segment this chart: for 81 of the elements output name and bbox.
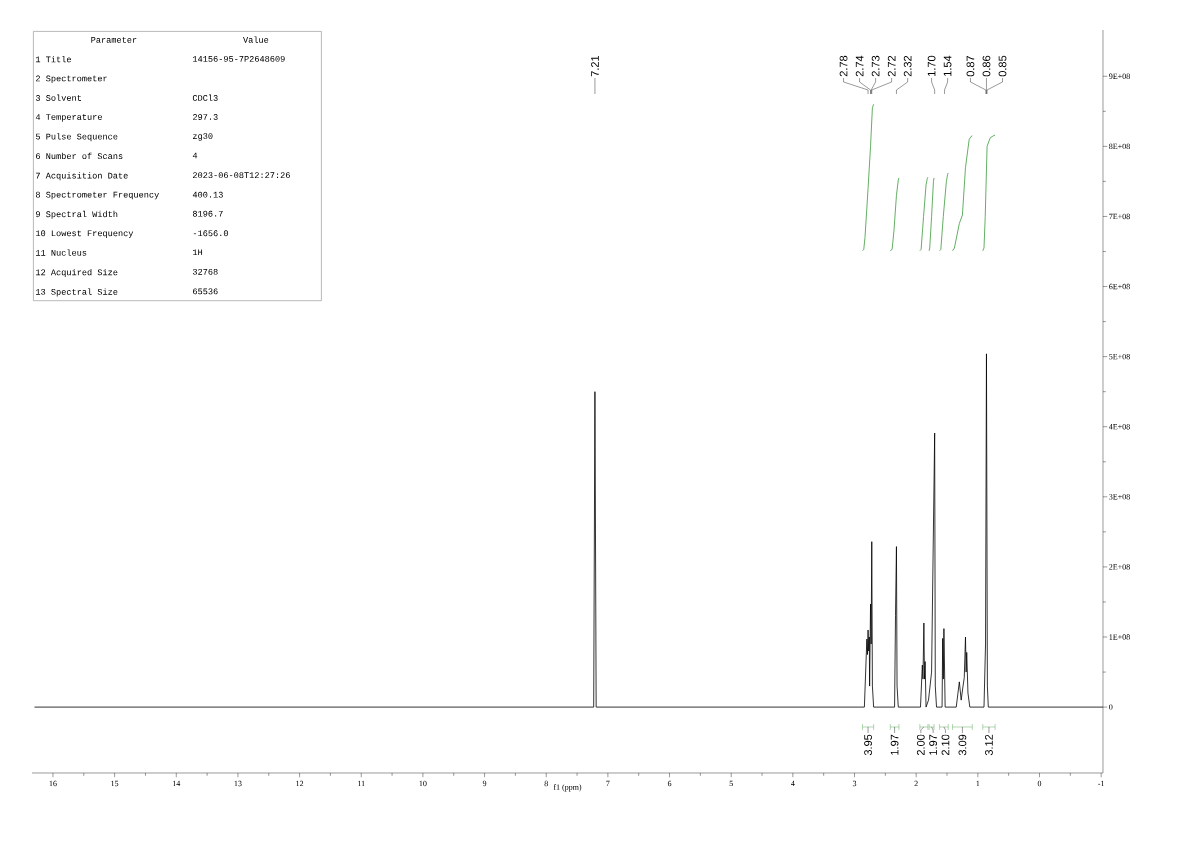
- annotation: 13 Spectral Size: [36, 288, 118, 297]
- x-tick-label: 12: [296, 780, 304, 787]
- annotation: 65536: [193, 288, 218, 295]
- x-tick-label: -1: [1098, 780, 1104, 787]
- annotation: 2.72: [887, 55, 896, 77]
- y-tick-label: 7E+08: [1109, 213, 1130, 220]
- annotation: 1 Title: [36, 56, 71, 63]
- annotation: 1.97: [929, 734, 938, 755]
- annotation: 2.32: [903, 55, 912, 77]
- annotation: 32768: [192, 268, 218, 275]
- annotation: 2 Spectrometer: [36, 75, 107, 84]
- line-series: [928, 177, 935, 252]
- x-tick-label: 0: [1037, 780, 1042, 787]
- x-tick-label: 14: [172, 780, 181, 787]
- annotation: 3.09: [958, 734, 967, 756]
- annotation: Value: [243, 36, 269, 43]
- y-tick-label: 1E+08: [1109, 634, 1130, 640]
- annotation: 7 Acquisition Date: [36, 172, 128, 181]
- x-tick-label: 10: [419, 780, 427, 787]
- annotation: Parameter: [91, 36, 137, 43]
- annotation: 7.21: [591, 55, 599, 77]
- annotation: 0.85: [998, 55, 1007, 77]
- annotation: 4 Temperature: [35, 114, 102, 122]
- y-tick-label: 5E+08: [1109, 353, 1130, 360]
- x-tick-label: 2: [914, 780, 918, 787]
- line-series: [952, 135, 973, 252]
- annotation: 10 Lowest Frequency: [36, 230, 134, 238]
- x-tick-label: 11: [358, 780, 365, 787]
- x-tick-label: 8: [544, 780, 548, 787]
- annotation: 2.74: [855, 55, 864, 77]
- annotation: 3.95: [864, 734, 872, 756]
- y-tick-label: 6E+08: [1109, 283, 1130, 290]
- y-tick-label: 8E+08: [1109, 143, 1130, 150]
- y-tick-label: 4E+08: [1108, 424, 1130, 430]
- x-tick-label: 13: [234, 780, 242, 787]
- line-series: [889, 177, 900, 252]
- line-series: [862, 103, 875, 252]
- annotation: 12 Acquired Size: [36, 268, 118, 277]
- x-tick-label: 3: [852, 780, 857, 787]
- annotation: 5 Pulse Sequence: [35, 133, 118, 142]
- x-tick-label: 6: [667, 780, 672, 787]
- annotation: 1.97: [890, 734, 899, 755]
- y-tick-label: 0: [1109, 704, 1113, 710]
- line-series: [982, 134, 996, 252]
- line-series: [919, 176, 929, 252]
- x-tick-label: 5: [729, 780, 733, 787]
- annotation: 2.00: [916, 734, 925, 756]
- annotation: CDCl3: [192, 94, 218, 101]
- annotation: -1656.0: [193, 230, 228, 237]
- annotation: 2.10: [941, 734, 950, 756]
- x-tick-label: 15: [111, 780, 119, 787]
- annotation: 3 Solvent: [35, 94, 81, 101]
- annotation: 6 Number of Scans: [36, 152, 123, 160]
- annotation: 3.12: [985, 734, 993, 756]
- annotation: 8196.7: [192, 210, 223, 217]
- annotation: zg30: [193, 133, 213, 141]
- annotation: 11 Nucleus: [36, 249, 87, 256]
- annotation: 400.13: [192, 191, 223, 198]
- annotation: 1.54: [943, 55, 952, 76]
- annotation: 9 Spectral Width: [36, 210, 118, 219]
- annotation: 8 Spectrometer Frequency: [35, 191, 159, 200]
- annotation: 1H: [193, 249, 203, 256]
- annotation: 2.78: [839, 55, 848, 77]
- annotation: 0.86: [982, 55, 991, 77]
- x-tick-label: 7: [606, 780, 610, 787]
- x-tick-label: 1: [976, 780, 980, 787]
- annotation: 14156-95-7P2648609: [193, 56, 285, 62]
- annotation: 0.87: [966, 55, 975, 77]
- annotation: 2023-06-08T12:27:26: [193, 172, 290, 179]
- annotation: 297.3: [193, 114, 218, 120]
- x-tick-label: 4: [791, 780, 795, 787]
- line-series: [939, 172, 949, 252]
- annotation: 2.73: [871, 55, 880, 77]
- y-tick-label: 9E+08: [1109, 73, 1130, 79]
- x-tick-label: 9: [482, 780, 487, 787]
- y-tick-label: 2E+08: [1109, 564, 1130, 570]
- x-tick-label: 16: [49, 780, 57, 787]
- annotation: 1.70: [927, 55, 936, 76]
- x-axis-title: f1 (ppm): [553, 784, 582, 792]
- annotation: 4: [192, 152, 198, 159]
- y-tick-label: 3E+08: [1109, 494, 1130, 500]
